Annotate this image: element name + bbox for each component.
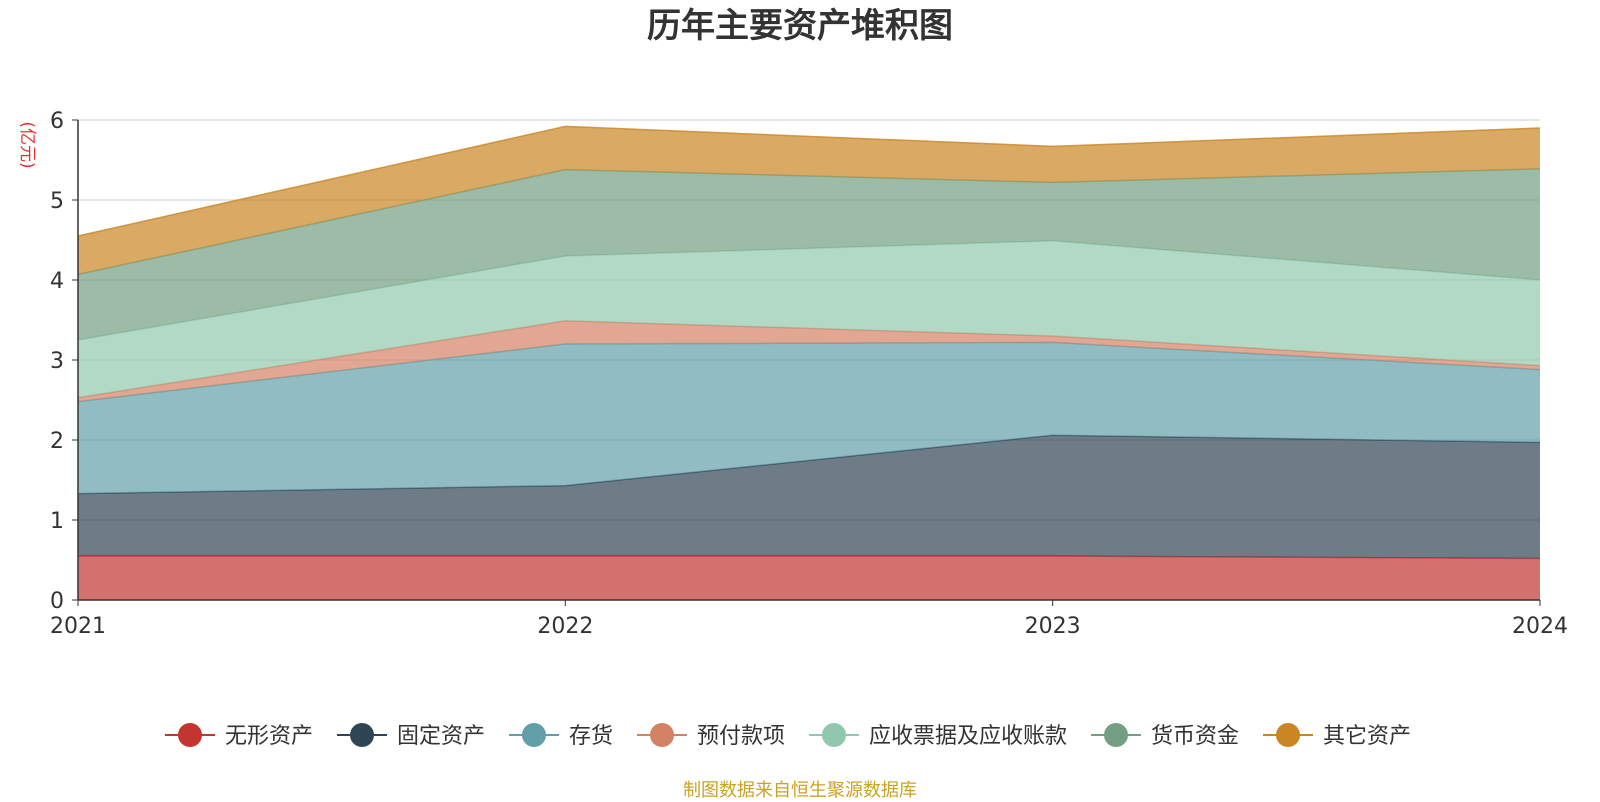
legend-item-1[interactable]: 固定资产 xyxy=(337,723,485,749)
y-tick-label: 6 xyxy=(50,109,64,134)
legend-label: 应收票据及应收账款 xyxy=(869,724,1067,749)
area-series-line-6 xyxy=(77,125,1541,237)
y-axis-unit-label: (亿元) xyxy=(17,121,37,168)
x-tick-label: 2021 xyxy=(50,614,106,639)
legend-label: 预付款项 xyxy=(697,724,785,749)
y-tick-label: 2 xyxy=(50,429,64,454)
legend-label: 固定资产 xyxy=(397,724,485,749)
y-tick-label: 5 xyxy=(50,189,64,214)
legend-marker xyxy=(650,723,674,747)
legend-marker xyxy=(178,723,202,747)
legend-marker xyxy=(522,723,546,747)
axes: 0 1 2 3 4 5 6 2021 2022 2023 2024 (亿元) xyxy=(17,109,1568,639)
legend-item-6[interactable]: 其它资产 xyxy=(1263,723,1411,749)
legend-label: 无形资产 xyxy=(225,724,313,749)
area-series-6 xyxy=(78,126,1540,275)
x-tick-label: 2022 xyxy=(537,614,593,639)
legend-marker xyxy=(1276,723,1300,747)
legend[interactable]: 无形资产 固定资产 存货 预付款项 应收票据及应收账款 货币资金 其它资产 xyxy=(165,723,1411,749)
legend-item-0[interactable]: 无形资产 xyxy=(165,723,313,749)
area-series xyxy=(77,125,1541,600)
area-series-4 xyxy=(78,240,1540,398)
y-tick-label: 3 xyxy=(50,349,64,374)
legend-marker xyxy=(1104,723,1128,747)
chart-title: 历年主要资产堆积图 xyxy=(647,6,953,46)
legend-marker xyxy=(350,723,374,747)
x-tick-label: 2024 xyxy=(1512,614,1568,639)
legend-item-5[interactable]: 货币资金 xyxy=(1091,723,1239,749)
legend-item-2[interactable]: 存货 xyxy=(509,723,613,749)
legend-label: 其它资产 xyxy=(1323,724,1411,749)
area-series-1 xyxy=(78,435,1540,559)
x-tick-label: 2023 xyxy=(1025,614,1081,639)
legend-item-3[interactable]: 预付款项 xyxy=(637,723,785,749)
data-source-note: 制图数据来自恒生聚源数据库 xyxy=(683,780,917,801)
legend-item-4[interactable]: 应收票据及应收账款 xyxy=(809,723,1067,749)
area-series-5 xyxy=(78,168,1540,340)
y-tick-label: 4 xyxy=(50,269,64,294)
area-series-2 xyxy=(78,342,1540,494)
legend-label: 存货 xyxy=(569,724,613,749)
legend-marker xyxy=(822,723,846,747)
legend-label: 货币资金 xyxy=(1151,724,1239,749)
y-tick-label: 1 xyxy=(50,509,64,534)
area-series-3 xyxy=(78,320,1540,402)
y-tick-label: 0 xyxy=(50,589,64,614)
area-series-0 xyxy=(78,556,1540,600)
